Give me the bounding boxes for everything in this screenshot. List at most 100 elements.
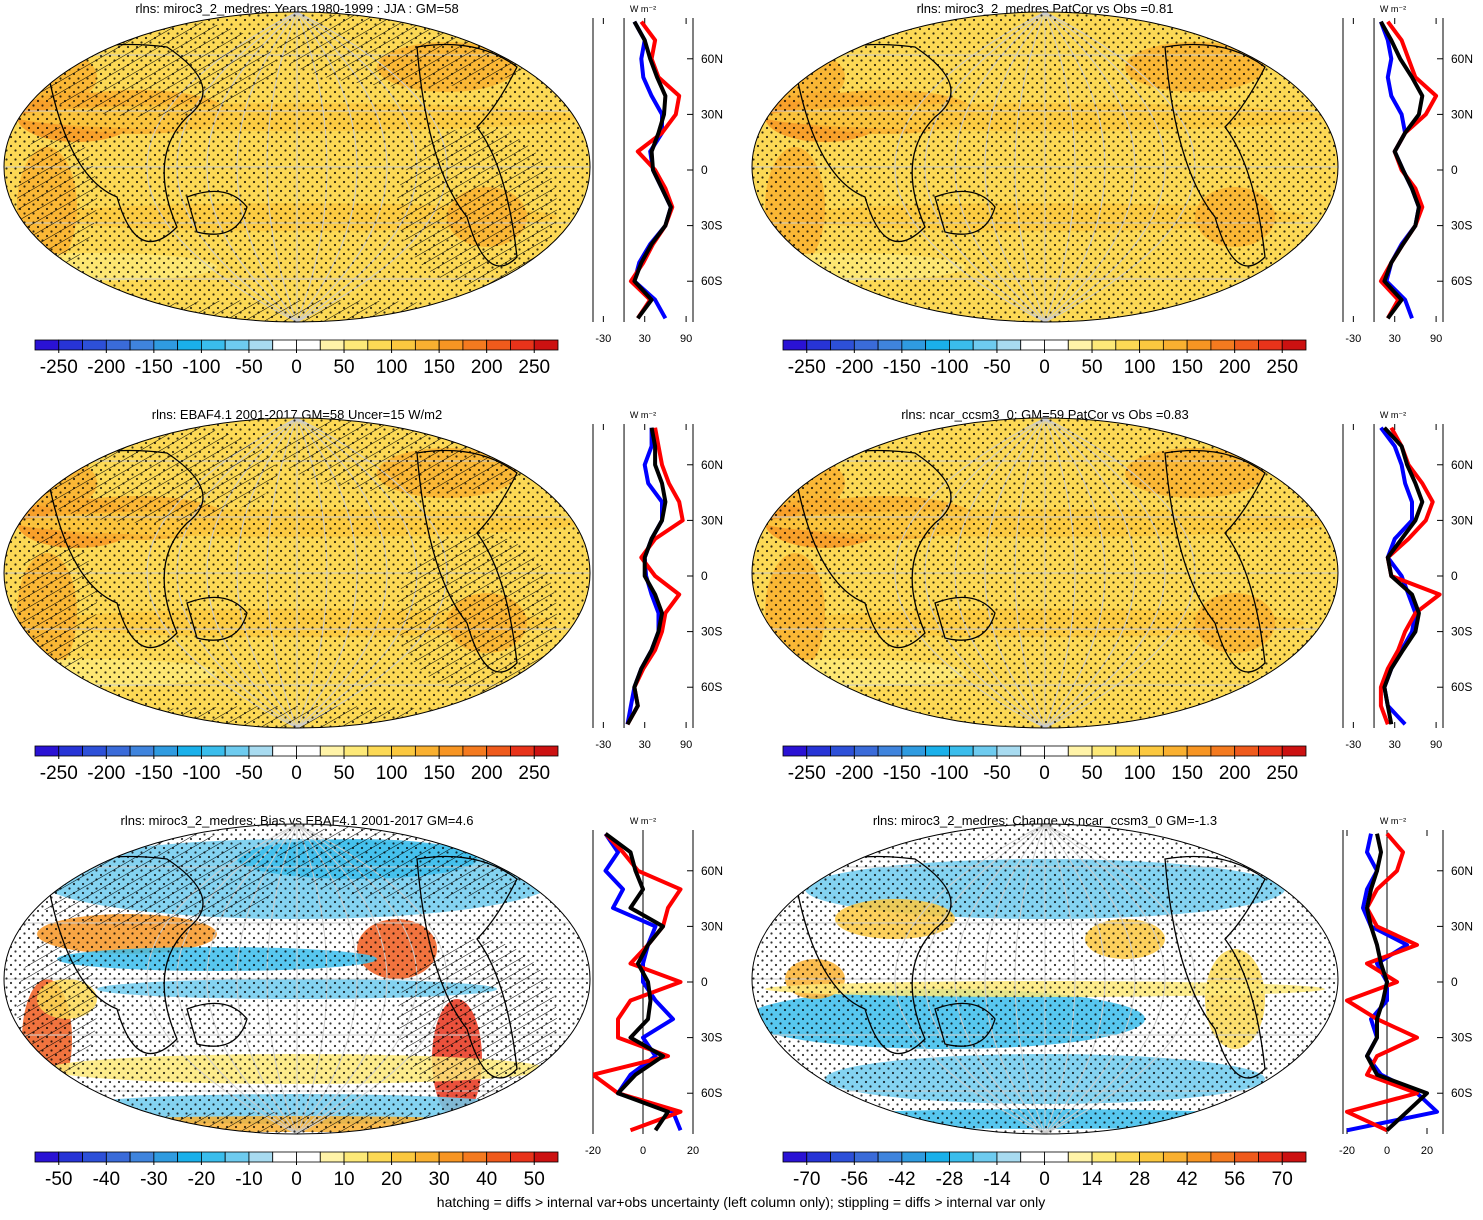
colorbar-box — [438, 339, 464, 351]
colorbar-box — [1044, 1151, 1069, 1163]
x-tick-label: 90 — [680, 739, 692, 751]
profile-line — [1365, 833, 1429, 1132]
y-tick-label: 30N — [701, 107, 723, 121]
y-tick-label: 60S — [701, 1086, 722, 1100]
colorbar-box — [1234, 1151, 1259, 1163]
x-tick-label: -30 — [595, 739, 611, 751]
colorbar-box — [1091, 339, 1117, 351]
colorbar-box — [319, 745, 345, 757]
colorbar-box — [925, 1151, 950, 1163]
colorbar-label: 250 — [1266, 357, 1298, 378]
colorbar-label: 0 — [1039, 1169, 1050, 1190]
y-tick-label: 30N — [1451, 513, 1473, 527]
colorbar-label: 200 — [471, 357, 503, 378]
colorbar-box — [343, 1151, 369, 1163]
profile-line — [604, 832, 670, 1132]
colorbar-box — [1162, 339, 1188, 351]
y-tick-label: 30S — [701, 219, 722, 233]
colorbar-box — [1186, 339, 1212, 351]
colorbar-box — [248, 1151, 274, 1163]
colorbar-box — [830, 339, 855, 351]
hatching — [17, 17, 277, 117]
colorbar-label: 70 — [1272, 1169, 1293, 1190]
colorbar-box — [925, 745, 950, 757]
hatching — [17, 127, 97, 267]
colorbar-label: 0 — [1039, 357, 1050, 378]
colorbar-box — [901, 339, 927, 351]
colorbar-label: -50 — [235, 357, 262, 378]
colorbar-box — [1139, 745, 1164, 757]
colorbar-label: -100 — [930, 357, 968, 378]
x-tick-label: 20 — [1421, 1145, 1433, 1157]
colorbar-label: 0 — [291, 1169, 302, 1190]
colorbar-label: 56 — [1224, 1169, 1245, 1190]
x-axis-label: W m⁻² — [1380, 410, 1406, 420]
colorbar-box — [1210, 339, 1236, 351]
colorbar-box — [367, 339, 392, 351]
colorbar-box — [58, 745, 83, 757]
x-tick-label: 0 — [640, 1145, 646, 1157]
hatching — [17, 533, 97, 673]
x-tick-label: -20 — [585, 1145, 601, 1157]
colorbar-box — [1281, 1151, 1307, 1163]
y-tick-label: 30N — [701, 919, 723, 933]
colorbar-box — [1139, 1151, 1164, 1163]
colorbar-label: -28 — [936, 1169, 963, 1190]
y-tick-label: 60N — [1451, 864, 1473, 878]
colorbar-box — [782, 339, 808, 351]
colorbar-box — [1115, 339, 1140, 351]
colorbar-label: 200 — [471, 763, 503, 784]
map-border — [3, 823, 591, 1135]
colorbar-label: -200 — [835, 763, 873, 784]
colorbar-label: 30 — [429, 1169, 450, 1190]
colorbar-label: -250 — [788, 763, 826, 784]
colorbar-label: 0 — [1039, 763, 1050, 784]
map — [752, 824, 1338, 1134]
colorbar-box — [414, 1151, 440, 1163]
x-axis-label: W m⁻² — [630, 410, 656, 420]
y-tick-label: 30S — [1451, 625, 1472, 639]
stippling — [752, 12, 1338, 322]
colorbar-box — [806, 339, 831, 351]
colorbar-box — [1186, 745, 1212, 757]
plot-area — [593, 832, 683, 1133]
y-tick-label: 60S — [1451, 1086, 1472, 1100]
y-tick-label: 0 — [1451, 975, 1458, 989]
profile-line — [1382, 426, 1425, 725]
colorbar-box — [438, 1151, 464, 1163]
colorbar-box — [853, 1151, 879, 1163]
colorbar-box — [296, 1151, 321, 1163]
map-border — [751, 823, 1339, 1135]
y-tick-label: 60S — [701, 680, 722, 694]
x-tick-label: 30 — [1389, 333, 1401, 345]
y-tick-label: 30N — [1451, 919, 1473, 933]
x-axis-label: W m⁻² — [1380, 4, 1406, 14]
colorbar-box — [34, 745, 60, 757]
colorbar-box — [1044, 745, 1069, 757]
map-title: rlns: ncar_ccsm3_0: GM=59 PatCor vs Obs … — [901, 407, 1189, 422]
colorbar-box — [830, 745, 855, 757]
colorbar-box — [996, 745, 1022, 757]
y-tick-label: 30S — [1451, 1031, 1472, 1045]
colorbar-label: -100 — [930, 763, 968, 784]
map-border — [751, 417, 1339, 729]
map-border — [751, 11, 1339, 323]
colorbar-box — [1210, 1151, 1236, 1163]
profile-line — [1379, 20, 1425, 320]
map-border — [3, 417, 591, 729]
colorbar-box — [391, 1151, 416, 1163]
colorbar-label: 0 — [291, 763, 302, 784]
colorbar-label: 100 — [1124, 763, 1156, 784]
colorbar-box — [201, 1151, 226, 1163]
colorbar-label: 50 — [1081, 763, 1102, 784]
colorbar-box — [877, 1151, 903, 1163]
y-tick-label: 30N — [701, 513, 723, 527]
colorbar-box — [782, 745, 808, 757]
colorbar-box — [486, 1151, 511, 1163]
x-tick-label: -30 — [595, 333, 611, 345]
colorbar-box — [177, 1151, 202, 1163]
hatching — [277, 824, 557, 899]
colorbar-box — [58, 339, 83, 351]
colorbar-box — [82, 1151, 107, 1163]
y-tick-label: 0 — [1451, 163, 1458, 177]
